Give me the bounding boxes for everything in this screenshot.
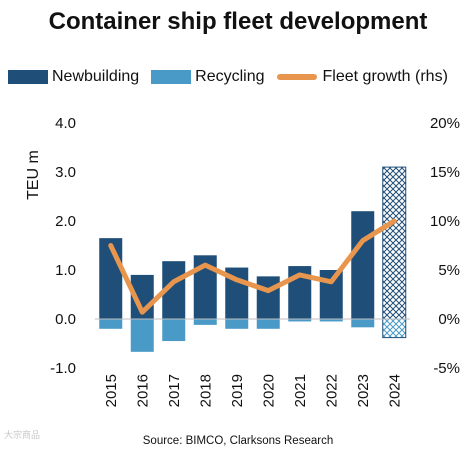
y2-tick-5%: 5% [438, 262, 460, 279]
x-tick-2023: 2023 [355, 374, 372, 407]
x-tick-2020: 2020 [260, 374, 277, 407]
y-tick-0.0: 0.0 [55, 311, 76, 328]
y-tick--1.0: -1.0 [50, 360, 76, 377]
y2-tick-15%: 15% [430, 164, 460, 181]
y2-tick--5%: -5% [433, 360, 460, 377]
legend-label-fleet-growth: Fleet growth (rhs) [322, 68, 448, 85]
legend-item-newbuilding: Newbuilding [8, 68, 139, 86]
bar-recycling-2020 [256, 319, 280, 329]
bar-recycling-2022 [319, 319, 343, 322]
legend: Newbuilding Recycling Fleet growth (rhs) [8, 66, 460, 88]
y-tick-2.0: 2.0 [55, 213, 76, 230]
bar-newbuilding-2022 [319, 270, 343, 319]
bar-newbuilding-2017 [162, 261, 186, 319]
series-line-fleet-growth [108, 218, 397, 315]
bar-recycling-2018 [193, 319, 217, 325]
bar-recycling-2016 [130, 319, 154, 352]
legend-label-recycling: Recycling [195, 68, 265, 85]
bar-recycling-2017 [162, 319, 186, 342]
bar-newbuilding-2024 [382, 166, 407, 320]
bar-newbuilding-2023 [351, 211, 375, 319]
legend-swatch-newbuilding [8, 70, 48, 84]
y2-tick-0%: 0% [438, 311, 460, 328]
y-axis-label: TEU m [25, 150, 42, 200]
x-tick-2017: 2017 [166, 374, 183, 407]
y-tick-4.0: 4.0 [55, 115, 76, 132]
y2-tick-20%: 20% [430, 115, 460, 132]
x-tick-2024: 2024 [386, 374, 403, 407]
legend-item-fleet-growth: Fleet growth (rhs) [276, 68, 448, 86]
x-tick-2018: 2018 [197, 374, 214, 407]
y2-tick-10%: 10% [430, 213, 460, 230]
x-tick-2021: 2021 [292, 374, 309, 407]
source-note: Source: BIMCO, Clarksons Research [142, 435, 334, 447]
legend-swatch-recycling [151, 70, 192, 84]
bar-newbuilding-2020 [256, 276, 280, 319]
y-tick-3.0: 3.0 [55, 164, 76, 181]
bar-recycling-2015 [99, 319, 123, 329]
watermark-logo: 大宗商品 [4, 430, 41, 440]
x-tick-2015: 2015 [103, 374, 120, 407]
y-tick-1.0: 1.0 [55, 262, 76, 279]
bar-recycling-2019 [225, 319, 249, 329]
legend-line-fleet-growth [276, 74, 317, 80]
bar-recycling-2024 [382, 318, 407, 339]
x-tick-2019: 2019 [229, 374, 246, 407]
bar-newbuilding-2018 [193, 255, 217, 319]
bar-recycling-2021 [288, 319, 312, 322]
legend-item-recycling: Recycling [151, 68, 265, 86]
legend-label-newbuilding: Newbuilding [52, 68, 140, 85]
bar-recycling-2023 [351, 319, 375, 328]
x-tick-2016: 2016 [134, 374, 151, 407]
x-tick-2022: 2022 [323, 374, 340, 407]
chart-title: Container ship fleet development [48, 8, 428, 35]
